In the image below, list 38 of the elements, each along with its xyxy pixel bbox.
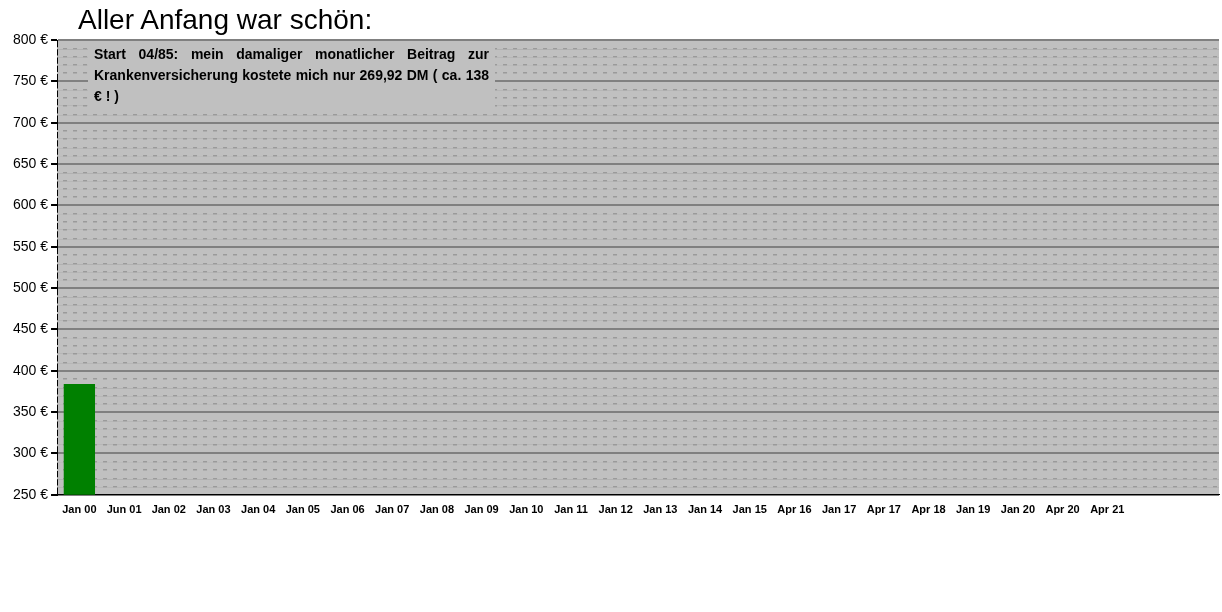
x-tick-label: Apr 21 [1090,503,1125,516]
x-tick-label: Jan 20 [1000,503,1036,516]
x-tick-label: Jan 03 [196,503,231,516]
x-tick-label: Jan 15 [732,503,767,516]
x-tick-label: Jan 00 [62,503,97,516]
x-tick-label: Apr 16 [777,503,812,516]
chart-title: Aller Anfang war schön: [78,4,373,36]
y-tick-label: 450 € [12,320,49,337]
y-tick-label: 750 € [12,72,49,89]
annotation: Start 04/85: mein damaliger monatlicher Beitrag zur Krankenversicherung kostete mich nur 269,92 DM ( ca. 138 € ! ) [94,45,489,106]
x-tick-label: Jan 05 [285,503,320,516]
x-tick-label: Apr 17 [866,503,901,516]
x-tick-label: Jan 09 [464,503,499,516]
x-tick-label: Jan 02 [151,503,186,516]
y-tick-label: 600 € [12,196,49,213]
y-tick-label: 300 € [12,444,49,461]
x-tick-label: Jan 08 [419,503,455,516]
x-tick-label: Jan 04 [241,503,277,516]
x-tick-label: Jan 14 [687,503,724,516]
y-tick-label: 700 € [12,113,49,130]
x-tick-label: Jan 19 [956,503,991,516]
x-tick-label: Apr 18 [911,503,946,516]
x-tick-label: Jan 11 [554,503,588,516]
x-tick-label: Jan 06 [330,503,365,516]
y-tick-label: 500 € [12,278,49,295]
x-tick-label: Apr 20 [1045,503,1080,516]
x-tick-label: Jan 12 [598,503,633,516]
y-tick-label: 800 € [12,30,49,47]
x-tick-label: Jan 10 [509,503,544,516]
x-tick-label: Jan 17 [822,503,857,516]
x-tick-label: Jun 01 [106,503,142,516]
x-tick-label: Jan 13 [643,503,678,516]
x-tick-label: Jan 07 [375,503,410,516]
y-tick-label: 250 € [12,485,49,502]
y-tick-label: 650 € [12,154,49,171]
y-tick-label: 550 € [12,237,49,254]
y-tick-label: 400 € [12,361,49,378]
y-tick-label: 350 € [12,402,49,419]
